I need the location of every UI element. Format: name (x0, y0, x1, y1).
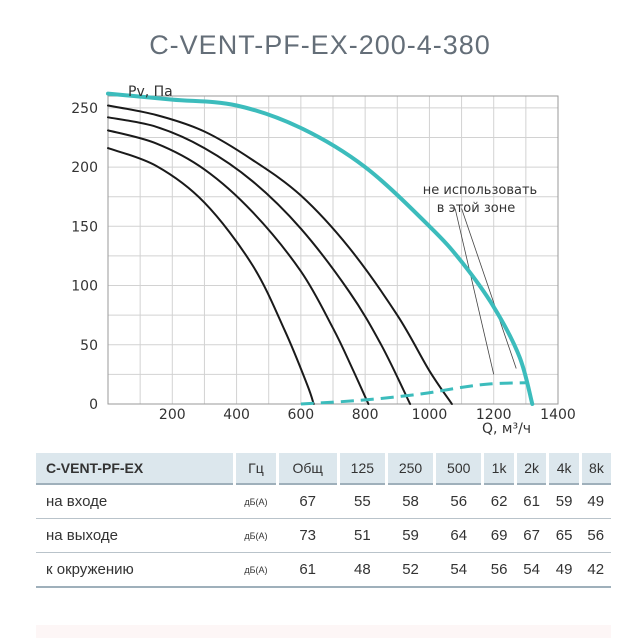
row-label: на выходе (36, 518, 235, 553)
cell: 69 (482, 518, 516, 553)
x-tick-label: 1000 (412, 407, 448, 423)
x-tick-label: 1200 (476, 407, 512, 423)
cell: 56 (482, 552, 516, 588)
cell: 56 (434, 484, 483, 519)
y-tick-label: 250 (71, 101, 98, 117)
cell: 55 (338, 484, 387, 519)
tick-labels: 200 400 600 800 1000 1200 1400 0 50 100 150 200 250 (71, 101, 576, 423)
header-total: Общ (275, 453, 339, 485)
speed-curve (107, 129, 370, 405)
cell: 49 (580, 484, 611, 519)
header-125: 125 (336, 453, 387, 485)
cell: 49 (547, 552, 581, 588)
boundary-curve (300, 381, 526, 406)
speed-curve (107, 147, 315, 405)
row-label: на входе (36, 484, 235, 519)
cell: 59 (386, 518, 435, 553)
cell: 52 (386, 552, 435, 588)
cell: 61 (515, 484, 548, 519)
y-axis-label: Pv, Па (128, 84, 173, 100)
cell: 61 (277, 552, 339, 588)
cell: 54 (434, 552, 483, 588)
y-tick-label: 150 (71, 219, 98, 235)
cell: 56 (580, 518, 611, 553)
cell: 42 (580, 552, 611, 588)
cell: 67 (277, 484, 339, 519)
header-8k: 8k (578, 453, 611, 485)
header-model: C-VENT-PF-EX (36, 453, 235, 485)
table-row: на выходе дБ(А) 73 51 59 64 69 67 65 56 (36, 518, 611, 553)
speed-curve (107, 116, 412, 405)
row-label: к окружению (36, 552, 235, 588)
cell: 65 (547, 518, 581, 553)
annotation-line-1: не использовать (423, 183, 537, 198)
y-tick-label: 100 (71, 279, 98, 295)
cell: 62 (482, 484, 516, 519)
max-curve (106, 91, 535, 406)
grid (107, 95, 559, 405)
y-tick-label: 200 (71, 160, 98, 176)
noise-table-header: C-VENT-PF-EX Гц Общ 125 250 500 1k 2k 4k… (36, 453, 611, 485)
header-2k: 2k (513, 453, 548, 485)
bottom-strip (36, 625, 611, 638)
annotation-pointer (454, 208, 495, 375)
annotation-line-2: в этой зоне (437, 201, 515, 216)
plot-frame (107, 95, 559, 405)
cell: 59 (547, 484, 581, 519)
header-500: 500 (433, 453, 483, 485)
x-tick-label: 600 (287, 407, 314, 423)
table-row: на входе дБ(А) 67 55 58 56 62 61 59 49 (36, 484, 611, 519)
cell: 58 (386, 484, 435, 519)
cell: 54 (515, 552, 548, 588)
fan-curve-chart: 200 400 600 800 1000 1200 1400050100150200250 … (71, 84, 576, 437)
row-unit: дБ(А) (234, 552, 278, 588)
speed-curve (107, 104, 453, 405)
cell: 64 (434, 518, 483, 553)
annotation-pointer (461, 208, 517, 369)
x-tick-label: 400 (223, 407, 250, 423)
y-tick-label: 50 (80, 338, 98, 354)
chart-title: C-VENT-PF-EX-200-4-380 (149, 30, 491, 60)
cell: 73 (277, 518, 339, 553)
y-tick-label: 0 (89, 397, 98, 413)
cell: 67 (515, 518, 548, 553)
curves (106, 91, 535, 406)
cell: 48 (338, 552, 387, 588)
x-axis-label: Q, м³/ч (482, 421, 531, 437)
cell: 51 (338, 518, 387, 553)
row-unit: дБ(А) (234, 484, 278, 519)
x-tick-label: 800 (352, 407, 379, 423)
header-1k: 1k (481, 453, 516, 485)
x-tick-label: 1400 (540, 407, 576, 423)
header-hz: Гц (233, 453, 278, 485)
row-unit: дБ(А) (234, 518, 278, 553)
x-tick-label: 200 (159, 407, 186, 423)
noise-table: C-VENT-PF-EX Гц Общ 125 250 500 1k 2k 4k… (36, 453, 611, 588)
table-row: к окружению дБ(А) 61 48 52 54 56 54 49 4… (36, 552, 611, 588)
header-250: 250 (384, 453, 435, 485)
header-4k: 4k (546, 453, 581, 485)
